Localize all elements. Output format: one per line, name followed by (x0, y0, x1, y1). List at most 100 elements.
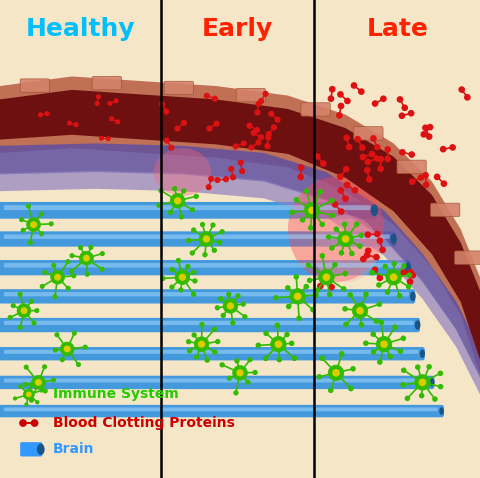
Circle shape (271, 337, 286, 352)
Circle shape (27, 218, 40, 231)
FancyBboxPatch shape (0, 347, 425, 360)
Circle shape (85, 272, 89, 276)
Circle shape (328, 293, 332, 296)
Circle shape (374, 319, 378, 323)
Circle shape (31, 420, 38, 426)
Circle shape (207, 126, 212, 131)
PathPatch shape (0, 171, 480, 394)
Circle shape (343, 236, 348, 242)
Circle shape (427, 125, 432, 130)
Circle shape (39, 212, 43, 216)
Circle shape (345, 98, 350, 104)
Circle shape (304, 284, 308, 289)
Circle shape (316, 288, 320, 292)
Circle shape (26, 392, 31, 397)
Circle shape (259, 135, 264, 140)
Circle shape (374, 156, 380, 161)
Circle shape (100, 252, 104, 255)
Circle shape (77, 363, 80, 366)
Circle shape (401, 270, 406, 275)
Circle shape (377, 238, 383, 243)
Circle shape (17, 304, 31, 317)
Circle shape (256, 343, 260, 348)
Circle shape (290, 210, 294, 215)
Circle shape (96, 95, 100, 98)
Circle shape (236, 294, 240, 298)
Circle shape (401, 383, 405, 387)
FancyBboxPatch shape (4, 205, 371, 210)
Circle shape (441, 147, 446, 152)
Circle shape (372, 101, 378, 106)
Circle shape (20, 420, 26, 426)
Circle shape (175, 270, 190, 284)
Circle shape (204, 236, 209, 242)
Circle shape (343, 222, 347, 226)
Circle shape (192, 228, 196, 232)
Circle shape (173, 187, 177, 191)
Circle shape (170, 268, 174, 272)
Circle shape (415, 375, 430, 390)
Circle shape (401, 336, 406, 340)
Circle shape (297, 316, 301, 320)
Circle shape (306, 263, 311, 267)
Circle shape (272, 125, 276, 130)
Circle shape (43, 271, 47, 274)
Circle shape (320, 254, 324, 258)
Circle shape (35, 309, 39, 313)
Circle shape (330, 246, 334, 250)
Circle shape (344, 322, 348, 326)
Circle shape (385, 147, 390, 152)
Circle shape (320, 356, 324, 360)
Ellipse shape (390, 234, 397, 244)
Ellipse shape (312, 215, 379, 282)
Ellipse shape (420, 349, 425, 358)
Circle shape (360, 145, 365, 150)
Circle shape (264, 331, 268, 336)
Circle shape (263, 91, 268, 96)
FancyBboxPatch shape (4, 379, 428, 382)
Circle shape (409, 152, 414, 157)
Circle shape (211, 223, 215, 227)
Circle shape (344, 166, 349, 172)
Circle shape (53, 295, 57, 299)
Circle shape (60, 358, 64, 361)
Circle shape (377, 302, 382, 306)
Circle shape (157, 203, 161, 207)
Circle shape (45, 112, 49, 115)
Circle shape (247, 123, 252, 128)
Circle shape (52, 263, 56, 267)
Circle shape (309, 226, 313, 230)
Circle shape (318, 190, 323, 194)
Circle shape (21, 308, 27, 314)
Circle shape (459, 87, 464, 92)
Circle shape (360, 154, 366, 160)
Circle shape (13, 397, 16, 400)
Circle shape (228, 303, 233, 309)
Circle shape (177, 259, 180, 262)
Circle shape (420, 393, 424, 398)
Circle shape (36, 380, 41, 385)
Circle shape (55, 333, 59, 337)
Ellipse shape (288, 177, 384, 282)
Ellipse shape (430, 378, 434, 387)
Circle shape (84, 255, 89, 261)
Circle shape (364, 167, 370, 173)
Circle shape (349, 387, 353, 391)
FancyBboxPatch shape (20, 79, 49, 92)
Circle shape (66, 260, 70, 263)
Text: Late: Late (366, 17, 428, 41)
Circle shape (193, 279, 197, 283)
Circle shape (84, 345, 87, 349)
Circle shape (194, 337, 209, 351)
Circle shape (402, 264, 406, 268)
Circle shape (170, 194, 185, 208)
Circle shape (212, 249, 216, 252)
Circle shape (378, 156, 384, 162)
Circle shape (40, 232, 44, 236)
Circle shape (251, 130, 256, 135)
Circle shape (161, 276, 165, 280)
Circle shape (352, 188, 358, 193)
Circle shape (408, 279, 413, 284)
FancyBboxPatch shape (0, 405, 444, 417)
Circle shape (407, 273, 411, 277)
